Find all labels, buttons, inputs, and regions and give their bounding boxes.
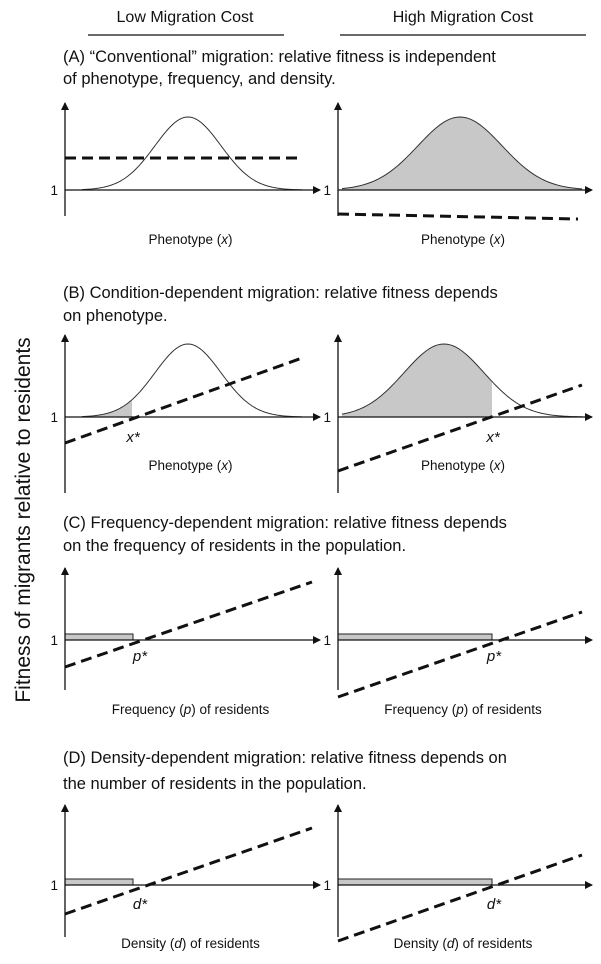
- unity-label: 1: [50, 878, 58, 893]
- threshold-label: d*: [487, 896, 502, 913]
- x-axis-label-part: x: [493, 232, 502, 247]
- migrant-fitness: [64, 826, 313, 916]
- migrant-fitness: [337, 853, 583, 943]
- resident-bar: [337, 633, 493, 641]
- x-axis-label-part: Density (: [394, 936, 448, 951]
- x-axis-label-part: ) of residents: [454, 936, 532, 951]
- shaded-area: [342, 344, 492, 417]
- x-axis-label-part: Phenotype (: [421, 458, 494, 473]
- x-axis-label-part: x: [220, 458, 229, 473]
- x-axis-label-part: Phenotype (: [421, 232, 494, 247]
- shaded-area: [342, 117, 582, 190]
- x-axis-label: Phenotype (x): [421, 232, 505, 247]
- x-axis-label: Frequency (p) of residents: [112, 702, 270, 717]
- unity-label: 1: [50, 183, 58, 198]
- x-axis-label: Phenotype (x): [148, 458, 232, 473]
- fitness-curve: [341, 116, 583, 190]
- panel-caption: the number of residents in the populatio…: [63, 775, 367, 793]
- migrant-fitness: [337, 610, 583, 699]
- y-axis-label: Fitness of migrants relative to resident…: [12, 337, 35, 702]
- resident-bar: [64, 878, 134, 886]
- unity-label: 1: [323, 183, 331, 198]
- x-axis-label: Density (d) of residents: [121, 936, 260, 951]
- panel-caption: on phenotype.: [63, 307, 168, 325]
- panel-caption: (C) Frequency-dependent migration: relat…: [63, 514, 507, 532]
- panel-caption: of phenotype, frequency, and density.: [63, 70, 336, 88]
- panel-caption: (A) “Conventional” migration: relative f…: [63, 48, 496, 66]
- x-axis-label-part: ): [228, 458, 233, 473]
- migrant-fitness: [64, 580, 313, 669]
- threshold-label: p*: [486, 648, 502, 665]
- panel-caption: (B) Condition-dependent migration: relat…: [63, 284, 498, 302]
- x-axis-label-part: Density (: [121, 936, 175, 951]
- x-axis-label-part: ) of residents: [191, 702, 269, 717]
- x-axis-label-part: d: [174, 936, 182, 951]
- x-axis-label-part: ) of residents: [464, 702, 542, 717]
- shaded-area: [82, 399, 132, 417]
- panel-caption: on the frequency of residents in the pop…: [63, 537, 406, 555]
- migrant-fitness: [337, 383, 583, 473]
- x-axis-label-part: ): [501, 232, 506, 247]
- column-header: High Migration Cost: [393, 9, 534, 26]
- x-axis-label-part: ) of residents: [182, 936, 260, 951]
- x-axis-label-part: ): [228, 232, 233, 247]
- unity-label: 1: [323, 878, 331, 893]
- resident-bar: [64, 633, 134, 641]
- threshold-label: d*: [133, 896, 148, 913]
- column-header: Low Migration Cost: [117, 9, 255, 26]
- unity-label: 1: [323, 633, 331, 648]
- threshold-label: x*: [485, 429, 501, 446]
- resident-bar: [337, 878, 493, 886]
- x-axis-label-part: p: [183, 702, 192, 717]
- unity-label: 1: [50, 633, 58, 648]
- panel-caption: (D) Density-dependent migration: relativ…: [63, 749, 507, 767]
- x-axis-label-part: ): [501, 458, 506, 473]
- x-axis-label: Phenotype (x): [421, 458, 505, 473]
- x-axis-label-part: Frequency (: [384, 702, 457, 717]
- migrant-fitness: [64, 356, 303, 445]
- x-axis-label-part: x: [220, 232, 229, 247]
- threshold-label: p*: [132, 648, 148, 665]
- x-axis-label-part: d: [447, 936, 455, 951]
- fitness-curve: [81, 343, 303, 418]
- unity-label: 1: [323, 410, 331, 425]
- x-axis-label-part: p: [455, 702, 464, 717]
- x-axis-label-part: Phenotype (: [148, 232, 221, 247]
- fitness-curve: [81, 116, 303, 191]
- x-axis-label: Phenotype (x): [148, 232, 232, 247]
- x-axis-label-part: Phenotype (: [148, 458, 221, 473]
- unity-label: 1: [50, 410, 58, 425]
- threshold-label: x*: [125, 429, 141, 446]
- x-axis-label-part: x: [493, 458, 502, 473]
- fitness-curve: [341, 343, 583, 418]
- x-axis-label-part: Frequency (: [112, 702, 185, 717]
- x-axis-label: Frequency (p) of residents: [384, 702, 542, 717]
- migrant-fitness: [337, 212, 579, 221]
- x-axis-label: Density (d) of residents: [394, 936, 533, 951]
